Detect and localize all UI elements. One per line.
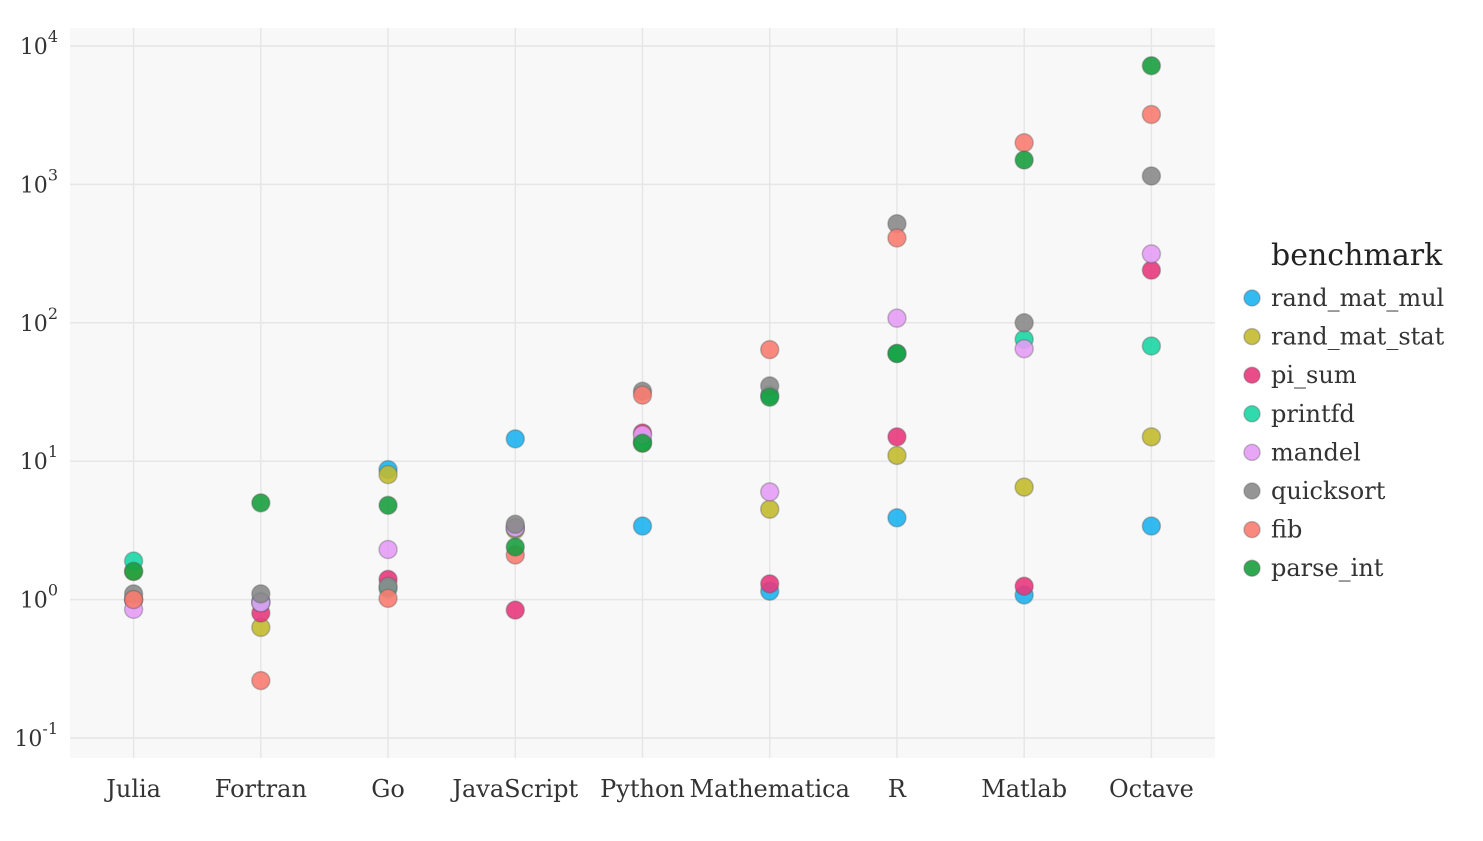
legend-marker bbox=[1243, 366, 1261, 384]
legend-item-mandel: mandel bbox=[1243, 438, 1361, 466]
y-tick-base: 10 bbox=[20, 173, 48, 198]
point-fib-python bbox=[632, 385, 653, 405]
point-mandel-r bbox=[887, 308, 907, 328]
legend-label: rand_mat_stat bbox=[1271, 323, 1445, 351]
point-parse_int-go bbox=[378, 495, 398, 516]
y-tick-exponent: 3 bbox=[48, 165, 58, 184]
point-rand_mat_stat-r bbox=[887, 445, 907, 466]
data-points bbox=[123, 55, 1162, 691]
point-printfd-octave bbox=[1141, 336, 1162, 356]
y-tick-label: 10-1 bbox=[14, 719, 58, 752]
point-parse_int-fortran bbox=[251, 493, 271, 513]
point-parse_int-julia bbox=[123, 561, 144, 582]
y-tick-base: 10 bbox=[20, 312, 48, 337]
legend-label: quicksort bbox=[1271, 477, 1386, 505]
legend-label: parse_int bbox=[1271, 554, 1384, 582]
legend-label: pi_sum bbox=[1271, 361, 1357, 389]
point-mandel-matlab bbox=[1014, 338, 1034, 359]
point-pi_sum-r bbox=[887, 427, 907, 447]
legend-marker bbox=[1243, 482, 1261, 500]
point-parse_int-octave bbox=[1141, 55, 1162, 76]
x-tick-label-r: R bbox=[888, 775, 907, 803]
legend-item-parse_int: parse_int bbox=[1243, 554, 1384, 582]
legend-item-pi_sum: pi_sum bbox=[1243, 361, 1357, 389]
y-tick-base: 10 bbox=[20, 35, 48, 60]
point-pi_sum-matlab bbox=[1014, 576, 1034, 596]
legend-marker bbox=[1243, 559, 1261, 577]
y-tick-exponent: 1 bbox=[48, 442, 58, 461]
point-parse_int-python bbox=[632, 433, 653, 453]
point-parse_int-javascript bbox=[505, 537, 526, 557]
point-fib-mathematica bbox=[759, 339, 780, 360]
x-tick-label-octave: Octave bbox=[1109, 775, 1194, 803]
point-mandel-octave bbox=[1141, 244, 1162, 264]
legend-marker bbox=[1243, 289, 1261, 307]
point-fib-octave bbox=[1141, 104, 1162, 125]
point-rand_mat_mul-python bbox=[632, 516, 653, 536]
legend-item-rand_mat_stat: rand_mat_stat bbox=[1243, 323, 1445, 351]
y-tick-label: 103 bbox=[20, 165, 58, 198]
y-tick-exponent: 0 bbox=[48, 581, 58, 600]
legend-item-quicksort: quicksort bbox=[1243, 477, 1386, 505]
legend-item-rand_mat_mul: rand_mat_mul bbox=[1243, 284, 1444, 312]
point-rand_mat_stat-matlab bbox=[1014, 477, 1034, 497]
point-mandel-mathematica bbox=[759, 482, 780, 502]
point-pi_sum-javascript bbox=[505, 600, 526, 620]
y-tick-label: 104 bbox=[20, 27, 58, 60]
x-tick-label-julia: Julia bbox=[103, 775, 161, 803]
point-fib-matlab bbox=[1014, 132, 1034, 153]
x-tick-label-mathematica: Mathematica bbox=[690, 775, 850, 803]
x-tick-label-fortran: Fortran bbox=[215, 775, 307, 803]
legend-label: fib bbox=[1271, 516, 1302, 544]
legend: benchmark rand_mat_mul rand_mat_stat pi_su… bbox=[1243, 238, 1445, 582]
point-fib-fortran bbox=[251, 670, 271, 691]
legend-marker bbox=[1243, 443, 1261, 462]
y-tick-base: 10 bbox=[14, 727, 42, 752]
x-tick-label-python: Python bbox=[600, 775, 685, 803]
x-tick-label-go: Go bbox=[371, 775, 405, 803]
legend-item-printfd: printfd bbox=[1243, 400, 1355, 428]
point-mandel-go bbox=[378, 539, 398, 560]
x-tick-label-javascript: JavaScript bbox=[449, 775, 578, 803]
legend-title: benchmark bbox=[1271, 238, 1443, 273]
point-rand_mat_stat-go bbox=[378, 464, 398, 485]
y-tick-exponent: -1 bbox=[42, 719, 58, 738]
point-rand_mat_stat-octave bbox=[1141, 427, 1162, 447]
point-quicksort-octave bbox=[1141, 166, 1162, 186]
x-axis: Julia Fortran Go JavaScript Python Mathematic… bbox=[103, 775, 1194, 803]
point-rand_mat_mul-r bbox=[887, 508, 907, 528]
point-parse_int-r bbox=[887, 343, 907, 364]
y-tick-label: 100 bbox=[20, 581, 58, 614]
y-tick-exponent: 2 bbox=[48, 304, 58, 323]
legend-item-fib: fib bbox=[1243, 516, 1302, 544]
y-tick-label: 102 bbox=[20, 304, 58, 337]
point-quicksort-fortran bbox=[251, 584, 271, 604]
point-quicksort-javascript bbox=[505, 514, 526, 535]
point-fib-go bbox=[378, 588, 398, 609]
legend-marker bbox=[1243, 520, 1261, 539]
y-tick-base: 10 bbox=[20, 589, 48, 614]
point-fib-julia bbox=[123, 589, 144, 610]
x-tick-label-matlab: Matlab bbox=[981, 775, 1067, 803]
point-rand_mat_stat-mathematica bbox=[759, 499, 780, 519]
y-tick-exponent: 4 bbox=[48, 27, 58, 46]
legend-label: rand_mat_mul bbox=[1271, 284, 1444, 312]
point-rand_mat_mul-javascript bbox=[505, 429, 526, 449]
y-tick-label: 101 bbox=[20, 442, 58, 475]
point-fib-r bbox=[887, 228, 907, 248]
point-quicksort-matlab bbox=[1014, 313, 1034, 333]
point-rand_mat_mul-octave bbox=[1141, 516, 1162, 536]
point-pi_sum-octave bbox=[1141, 260, 1162, 280]
y-tick-base: 10 bbox=[20, 450, 48, 475]
legend-marker bbox=[1243, 405, 1261, 423]
point-parse_int-matlab bbox=[1014, 150, 1034, 170]
legend-marker bbox=[1243, 327, 1261, 346]
legend-label: mandel bbox=[1271, 438, 1361, 466]
legend-label: printfd bbox=[1271, 400, 1355, 428]
point-parse_int-mathematica bbox=[759, 387, 780, 407]
point-pi_sum-mathematica bbox=[759, 574, 780, 594]
